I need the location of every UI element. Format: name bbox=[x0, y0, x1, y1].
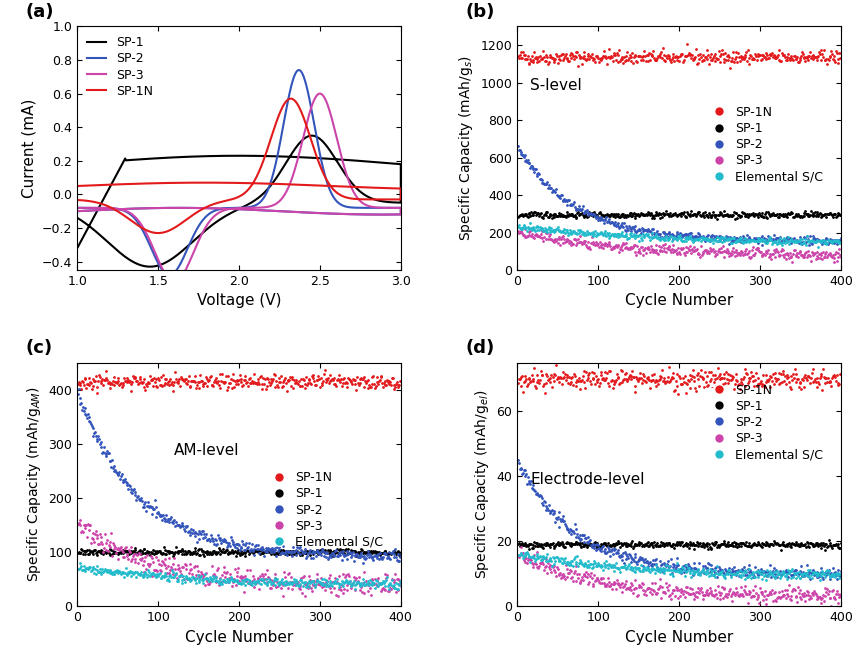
SP-1N bbox=[153, 229, 163, 237]
SP-1N bbox=[359, 195, 369, 203]
Y-axis label: Specific Capacity (mAh/g$_s$): Specific Capacity (mAh/g$_s$) bbox=[457, 55, 475, 241]
Line: SP-1: SP-1 bbox=[77, 136, 401, 267]
SP-1 bbox=[307, 132, 317, 140]
SP-1 bbox=[72, 214, 82, 222]
X-axis label: Cycle Number: Cycle Number bbox=[184, 630, 293, 645]
SP-2 bbox=[72, 204, 82, 212]
SP-3 bbox=[138, 224, 148, 232]
SP-1N bbox=[274, 180, 284, 188]
SP-1 bbox=[335, 163, 346, 171]
SP-3 bbox=[202, 204, 212, 212]
SP-1N bbox=[138, 225, 148, 233]
SP-1N bbox=[335, 191, 346, 199]
SP-3 bbox=[274, 207, 284, 215]
SP-1 bbox=[214, 152, 224, 160]
Legend: SP-1N, SP-1, SP-2, SP-3, Elemental S/C: SP-1N, SP-1, SP-2, SP-3, Elemental S/C bbox=[262, 467, 388, 554]
SP-2 bbox=[293, 66, 304, 74]
Legend: SP-1N, SP-1, SP-2, SP-3, Elemental S/C: SP-1N, SP-1, SP-2, SP-3, Elemental S/C bbox=[701, 101, 828, 188]
SP-1 bbox=[145, 263, 155, 271]
Text: S-level: S-level bbox=[530, 78, 582, 93]
Text: (b): (b) bbox=[466, 3, 495, 20]
SP-1N bbox=[72, 196, 82, 204]
SP-1N bbox=[214, 179, 224, 186]
SP-1 bbox=[138, 262, 148, 270]
SP-1 bbox=[359, 190, 369, 198]
SP-2 bbox=[274, 207, 284, 215]
Y-axis label: Specific Capacity (mAh/g$_{el}$): Specific Capacity (mAh/g$_{el}$) bbox=[473, 389, 491, 579]
X-axis label: Cycle Number: Cycle Number bbox=[625, 630, 734, 645]
SP-1 bbox=[72, 244, 82, 252]
SP-1 bbox=[274, 152, 284, 160]
Legend: SP-1N, SP-1, SP-2, SP-3, Elemental S/C: SP-1N, SP-1, SP-2, SP-3, Elemental S/C bbox=[701, 379, 828, 466]
SP-2 bbox=[72, 207, 82, 215]
Text: Electrode-level: Electrode-level bbox=[530, 473, 644, 488]
Text: (a): (a) bbox=[26, 3, 54, 20]
Y-axis label: Current (mA): Current (mA) bbox=[21, 98, 36, 198]
Line: SP-1N: SP-1N bbox=[77, 99, 401, 233]
Text: (c): (c) bbox=[26, 339, 52, 357]
Line: SP-3: SP-3 bbox=[77, 94, 401, 282]
SP-3 bbox=[214, 204, 224, 212]
SP-3 bbox=[72, 207, 82, 215]
X-axis label: Cycle Number: Cycle Number bbox=[625, 293, 734, 308]
SP-2 bbox=[335, 200, 346, 208]
X-axis label: Voltage (V): Voltage (V) bbox=[196, 293, 281, 308]
SP-3 bbox=[335, 149, 346, 157]
SP-2 bbox=[202, 204, 212, 212]
SP-1N bbox=[72, 182, 82, 190]
Line: SP-2: SP-2 bbox=[77, 70, 401, 275]
SP-2 bbox=[214, 204, 224, 212]
SP-1 bbox=[202, 152, 212, 160]
SP-2 bbox=[138, 227, 148, 235]
SP-3 bbox=[169, 278, 179, 286]
Y-axis label: Specific Capacity (mAh/g$_{AM}$): Specific Capacity (mAh/g$_{AM}$) bbox=[25, 386, 43, 583]
Text: AM-level: AM-level bbox=[174, 444, 239, 458]
SP-2 bbox=[359, 204, 369, 212]
SP-3 bbox=[359, 200, 369, 208]
SP-3 bbox=[315, 90, 325, 98]
SP-3 bbox=[72, 204, 82, 212]
SP-1N bbox=[286, 95, 296, 103]
SP-2 bbox=[164, 271, 174, 279]
SP-1N bbox=[202, 179, 212, 186]
Legend: SP-1, SP-2, SP-3, SP-1N: SP-1, SP-2, SP-3, SP-1N bbox=[83, 32, 157, 101]
Text: (d): (d) bbox=[466, 339, 495, 357]
